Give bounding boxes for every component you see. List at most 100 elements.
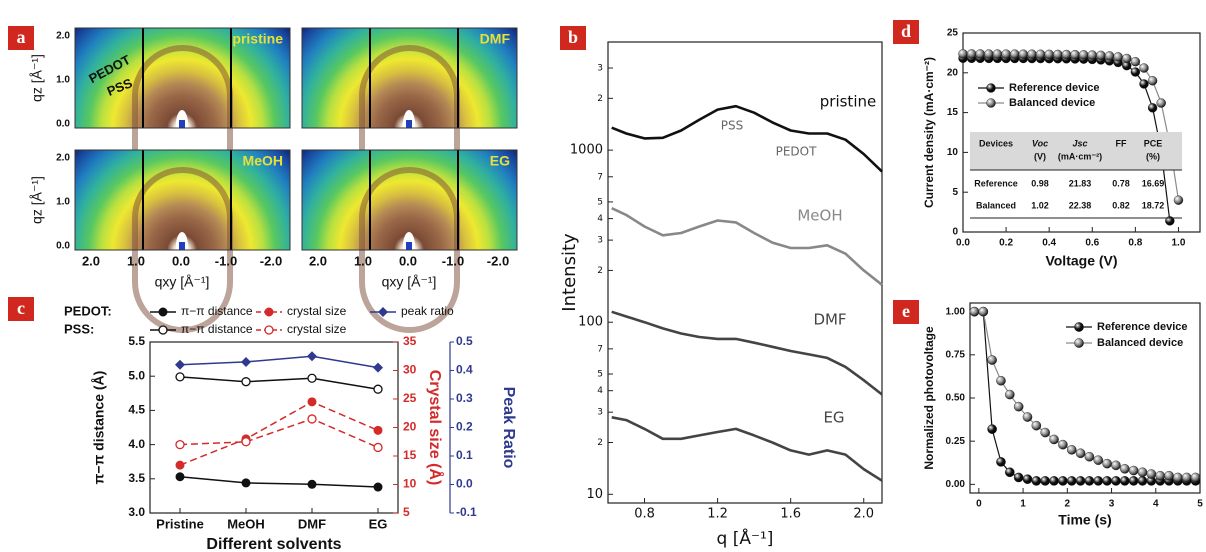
y-tick-label: 0.75: [946, 349, 966, 360]
legend-label: π−π distance: [181, 322, 253, 336]
data-point: [1022, 412, 1033, 422]
data-point: [996, 457, 1006, 467]
panel-label: a: [17, 27, 26, 47]
y-tick-label: 2: [597, 266, 603, 276]
data-point: [984, 49, 994, 59]
series-line: [179, 355, 379, 369]
data-point: [1005, 389, 1015, 400]
y-tick-label: 0.50: [946, 393, 966, 404]
data-point: [1190, 472, 1201, 483]
data-point: [1044, 49, 1054, 60]
y2-tick-label: 20: [403, 420, 417, 434]
panel-label: d: [901, 21, 911, 41]
y-axis-title: Intensity: [559, 233, 580, 312]
data-point: [1035, 49, 1046, 59]
y-tick-label: 0.00: [946, 479, 966, 490]
legend-label: Balanced device: [1009, 97, 1095, 109]
table-header: (V): [1034, 151, 1046, 161]
data-point: [1075, 448, 1086, 459]
y3-tick-label: 0.2: [456, 420, 473, 434]
legend-row-label: PSS:: [64, 321, 94, 336]
y-axis-title: qz [Å⁻¹]: [29, 54, 45, 102]
x-tick-label: 1.2: [707, 507, 728, 522]
data-point: [1165, 216, 1175, 226]
data-point: [307, 479, 317, 489]
panel-label-box: [560, 26, 586, 50]
pattern-title: DMF: [480, 31, 511, 47]
y-tick-label: 0: [952, 227, 958, 238]
plot-frame: [149, 341, 399, 514]
table-cell: Reference: [974, 178, 1018, 188]
y-tick-label: 2.0: [56, 31, 70, 42]
y-tick-label: 3: [597, 408, 603, 418]
data-point: [1049, 434, 1059, 445]
image-frame: [301, 27, 518, 129]
pattern-title: MeOH: [243, 153, 283, 169]
data-point: [1040, 476, 1050, 486]
table-cell: 22.38: [1069, 200, 1092, 210]
data-point: [996, 375, 1006, 386]
y2-tick-label: 10: [403, 477, 417, 491]
data-point: [1137, 467, 1148, 478]
legend-row-label: PEDOT:: [64, 303, 112, 318]
y-tick-label: 5.5: [128, 334, 145, 348]
data-point: [987, 424, 997, 434]
legend-marker: [986, 98, 996, 108]
table-header: (%): [1146, 151, 1160, 161]
table-header: FF: [1116, 138, 1127, 148]
data-point: [1128, 476, 1139, 486]
data-point: [175, 472, 185, 482]
y-tick-label: 10: [947, 147, 959, 158]
y-tick-label: 0.25: [946, 436, 966, 447]
y-tick-label: 1000: [570, 143, 603, 158]
data-point: [1128, 465, 1139, 476]
data-point: [1102, 458, 1112, 469]
beam-stop: [179, 120, 185, 128]
data-point: [1018, 49, 1029, 59]
y-tick-label: 2.0: [56, 153, 70, 164]
table-header: Voc: [1032, 138, 1048, 148]
data-point: [1139, 63, 1149, 73]
y-tick-label: 4.5: [128, 403, 145, 417]
legend-marker: [264, 325, 274, 335]
y-axis-title: π−π distance (Å): [91, 371, 107, 485]
y-tick-label: 15: [947, 107, 959, 118]
x-axis-title: qxy [Å⁻¹]: [382, 274, 437, 290]
table-cell: 21.83: [1069, 178, 1092, 188]
data-point: [373, 362, 383, 373]
series-line: [179, 475, 379, 488]
table-header: (mA·cm⁻²): [1058, 151, 1102, 161]
data-point: [373, 482, 383, 492]
data-point: [1010, 49, 1020, 59]
data-point: [1139, 79, 1149, 89]
y3-tick-label: 0.5: [456, 334, 473, 348]
data-point: [1022, 474, 1033, 484]
y-tick-label: 5.0: [128, 368, 145, 382]
y2-tick-label: 35: [403, 334, 417, 348]
y2-tick-label: 15: [403, 448, 417, 462]
x-tick-label: 1.0: [354, 253, 372, 268]
y-tick-label: 3: [597, 64, 603, 74]
panel-label-box: [8, 297, 34, 321]
x-tick-label: -2.0: [487, 253, 509, 268]
x-tick-label: 1.6: [780, 507, 801, 522]
y-tick-label: 0.0: [56, 241, 70, 252]
y-axis-title: Current density (mA·cm⁻²): [922, 57, 936, 208]
legend-marker: [1074, 322, 1084, 332]
image-frame: [301, 149, 518, 251]
table-cell: 0.78: [1112, 178, 1130, 188]
legend-marker: [264, 307, 274, 317]
data-point: [1066, 445, 1077, 455]
beam-stop: [179, 242, 185, 250]
data-point: [1040, 427, 1050, 438]
data-point: [1061, 49, 1072, 60]
beam-stop: [406, 120, 412, 128]
x-tick-label: -1.0: [215, 253, 237, 268]
data-point: [1173, 195, 1184, 205]
y-tick-label: 5: [597, 370, 603, 380]
data-point: [958, 49, 968, 59]
data-point: [1155, 470, 1165, 481]
data-point: [241, 377, 251, 387]
x-tick-label: 2.0: [309, 253, 327, 268]
legend-label: crystal size: [287, 322, 347, 336]
